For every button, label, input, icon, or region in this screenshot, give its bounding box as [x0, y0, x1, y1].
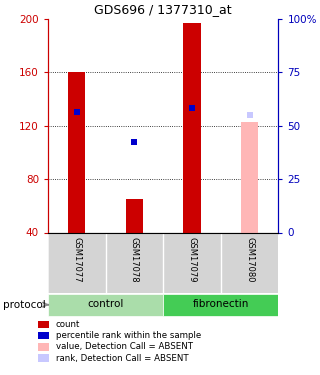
Bar — [241, 122, 258, 232]
Bar — [48, 294, 163, 316]
Bar — [126, 199, 143, 232]
Text: GSM17077: GSM17077 — [72, 237, 81, 283]
Text: rank, Detection Call = ABSENT: rank, Detection Call = ABSENT — [56, 354, 188, 363]
Bar — [183, 23, 201, 232]
Text: fibronectin: fibronectin — [193, 299, 249, 309]
Text: count: count — [56, 320, 80, 329]
Text: control: control — [87, 299, 124, 309]
Text: protocol: protocol — [3, 300, 46, 310]
Bar — [68, 72, 85, 232]
Bar — [163, 294, 278, 316]
Text: GSM17080: GSM17080 — [245, 237, 254, 283]
Text: percentile rank within the sample: percentile rank within the sample — [56, 331, 201, 340]
Text: GSM17078: GSM17078 — [130, 237, 139, 283]
Title: GDS696 / 1377310_at: GDS696 / 1377310_at — [94, 3, 232, 16]
Text: value, Detection Call = ABSENT: value, Detection Call = ABSENT — [56, 342, 193, 351]
Text: GSM17079: GSM17079 — [188, 237, 196, 283]
